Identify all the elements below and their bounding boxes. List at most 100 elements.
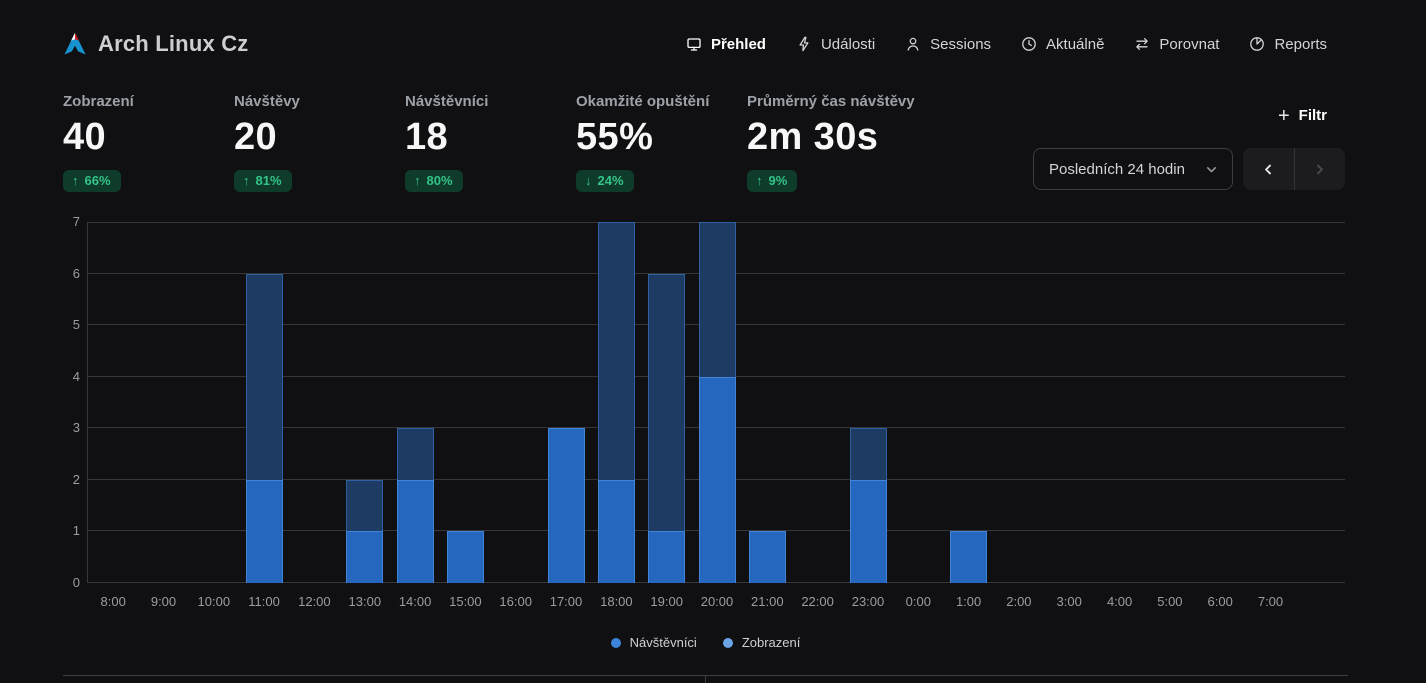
chart-bar-návštěvníci-13:00[interactable] [346, 531, 384, 583]
chevron-left-icon [1261, 162, 1276, 177]
chart-bar-návštěvníci-21:00[interactable] [748, 531, 786, 583]
arrow-up-icon: ↑ [414, 172, 421, 188]
legend-label: Zobrazení [741, 635, 801, 650]
date-range-value: Posledních 24 hodin [1049, 160, 1185, 178]
nav-tab-reports[interactable]: Reports [1249, 36, 1327, 53]
y-axis-label: 6 [72, 266, 80, 281]
x-axis-label: 18:00 [600, 594, 633, 609]
y-axis-label: 4 [72, 369, 80, 384]
metric-okamzite-opusteni: Okamžité opuštění 55% ↓ 24% [576, 93, 747, 192]
metric-label: Návštěvy [234, 93, 300, 110]
chart-legend: Návštěvníci Zobrazení [63, 635, 1348, 650]
x-axis-label: 0:00 [905, 594, 931, 609]
legend-item-návštěvníci[interactable]: Návštěvníci [610, 635, 697, 650]
y-axis-label: 3 [72, 420, 80, 435]
metric-navstevy: Návštěvy 20 ↑ 81% [234, 93, 405, 192]
clock-icon [1021, 36, 1037, 52]
x-axis-label: 2:00 [1006, 594, 1032, 609]
nav-tab-label: Aktuálně [1046, 35, 1105, 53]
x-axis-label: 20:00 [700, 594, 734, 609]
x-axis-label: 11:00 [248, 594, 280, 609]
date-pager [1243, 148, 1345, 190]
nav-tab-udalosti[interactable]: Události [796, 36, 875, 53]
nav-tab-aktualne[interactable]: Aktuálně [1021, 36, 1104, 53]
chart-bar-návštěvníci-20:00[interactable] [698, 377, 736, 583]
y-axis-label: 5 [72, 317, 80, 332]
site-title-link[interactable]: Arch Linux Cz [63, 31, 249, 57]
metric-zobrazeni: Zobrazení 40 ↑ 66% [63, 93, 234, 192]
metric-label: Průměrný čas návštěvy [747, 93, 915, 110]
arrow-up-icon: ↑ [243, 172, 250, 188]
x-axis-label: 4:00 [1106, 594, 1133, 609]
x-axis-label: 21:00 [751, 594, 784, 609]
legend-item-zobrazení[interactable]: Zobrazení [722, 635, 801, 650]
nav-tab-porovnat[interactable]: Porovnat [1134, 36, 1219, 53]
filter-button[interactable]: + Filtr [1277, 104, 1327, 127]
legend-dot-icon [610, 637, 621, 648]
metric-change-value: 81% [255, 172, 282, 188]
metric-label: Návštěvníci [405, 93, 489, 110]
metric-value: 40 [63, 116, 107, 158]
plus-icon: + [1277, 104, 1290, 127]
nav-tab-sessions[interactable]: Sessions [905, 36, 991, 53]
arrow-up-icon: ↑ [72, 172, 79, 188]
pager-divider [1293, 148, 1295, 190]
metric-change-badge: ↑ 9% [747, 169, 798, 192]
nav-tab-prehled[interactable]: Přehled [686, 36, 766, 53]
metric-change-badge: ↓ 24% [576, 169, 634, 192]
monitor-icon [686, 36, 702, 52]
chart-bar-návštěvníci-14:00[interactable] [396, 480, 434, 583]
chart-bar-návštěvníci-11:00[interactable] [245, 480, 283, 583]
metric-label: Zobrazení [63, 93, 134, 110]
x-axis-label: 7:00 [1257, 594, 1284, 609]
chart-bar-návštěvníci-17:00[interactable] [547, 428, 585, 583]
x-axis-label: 17:00 [549, 594, 583, 609]
metric-prumerny-cas: Průměrný čas návštěvy 2m 30s ↑ 9% [747, 93, 918, 192]
x-axis-label: 5:00 [1157, 594, 1183, 609]
metric-value: 20 [234, 116, 278, 158]
metric-label: Okamžité opuštění [576, 93, 710, 110]
metric-change-badge: ↑ 66% [63, 169, 121, 192]
chart-bar-návštěvníci-18:00[interactable] [597, 480, 635, 583]
bottom-panels-middle-divider [705, 675, 706, 683]
next-period-button[interactable] [1295, 148, 1346, 190]
x-axis-label: 22:00 [801, 594, 834, 609]
date-range-select[interactable]: Posledních 24 hodin [1033, 148, 1233, 190]
y-axis-label: 0 [72, 575, 80, 590]
chart-bar-návštěvníci-23:00[interactable] [849, 480, 887, 583]
pie-chart-icon [1249, 36, 1265, 52]
x-axis-label: 10:00 [197, 594, 231, 609]
chart-bar-návštěvníci-15:00[interactable] [446, 531, 484, 583]
chart-bar-návštěvníci-19:00[interactable] [648, 531, 686, 583]
x-axis-label: 8:00 [100, 594, 126, 609]
metric-change-value: 9% [768, 172, 788, 188]
x-axis-label: 19:00 [650, 594, 683, 609]
date-range-controls: Posledních 24 hodin [1033, 148, 1345, 190]
metric-value: 2m 30s [747, 116, 879, 158]
chevron-right-icon [1312, 162, 1327, 177]
y-axis-label: 7 [72, 214, 80, 229]
y-axis-label: 2 [72, 472, 80, 487]
nav-tab-label: Přehled [710, 35, 766, 53]
previous-period-button[interactable] [1243, 148, 1294, 190]
nav-tab-label: Sessions [930, 35, 992, 53]
nav-tab-label: Události [820, 35, 876, 53]
metrics-row: Zobrazení 40 ↑ 66% Návštěvy 20 ↑ 81% Návštěvníci… [63, 93, 918, 192]
y-axis-label: 1 [72, 523, 80, 538]
lightning-icon [796, 36, 812, 52]
x-axis-label: 9:00 [150, 594, 177, 609]
metric-change-badge: ↑ 80% [405, 169, 463, 192]
x-axis-label: 23:00 [851, 594, 885, 609]
legend-label: Návštěvníci [629, 635, 697, 650]
x-axis-label: 3:00 [1056, 594, 1082, 609]
x-axis-label: 6:00 [1207, 594, 1233, 609]
chart-bar-návštěvníci-1:00[interactable] [950, 531, 988, 583]
legend-dot-icon [722, 637, 733, 648]
x-axis-label: 16:00 [499, 594, 532, 609]
nav-tab-label: Porovnat [1159, 35, 1220, 53]
user-icon [905, 36, 921, 52]
chevron-down-icon [1204, 162, 1219, 177]
x-axis-label: 1:00 [955, 594, 982, 609]
arch-linux-cz-logo-icon [63, 32, 87, 56]
